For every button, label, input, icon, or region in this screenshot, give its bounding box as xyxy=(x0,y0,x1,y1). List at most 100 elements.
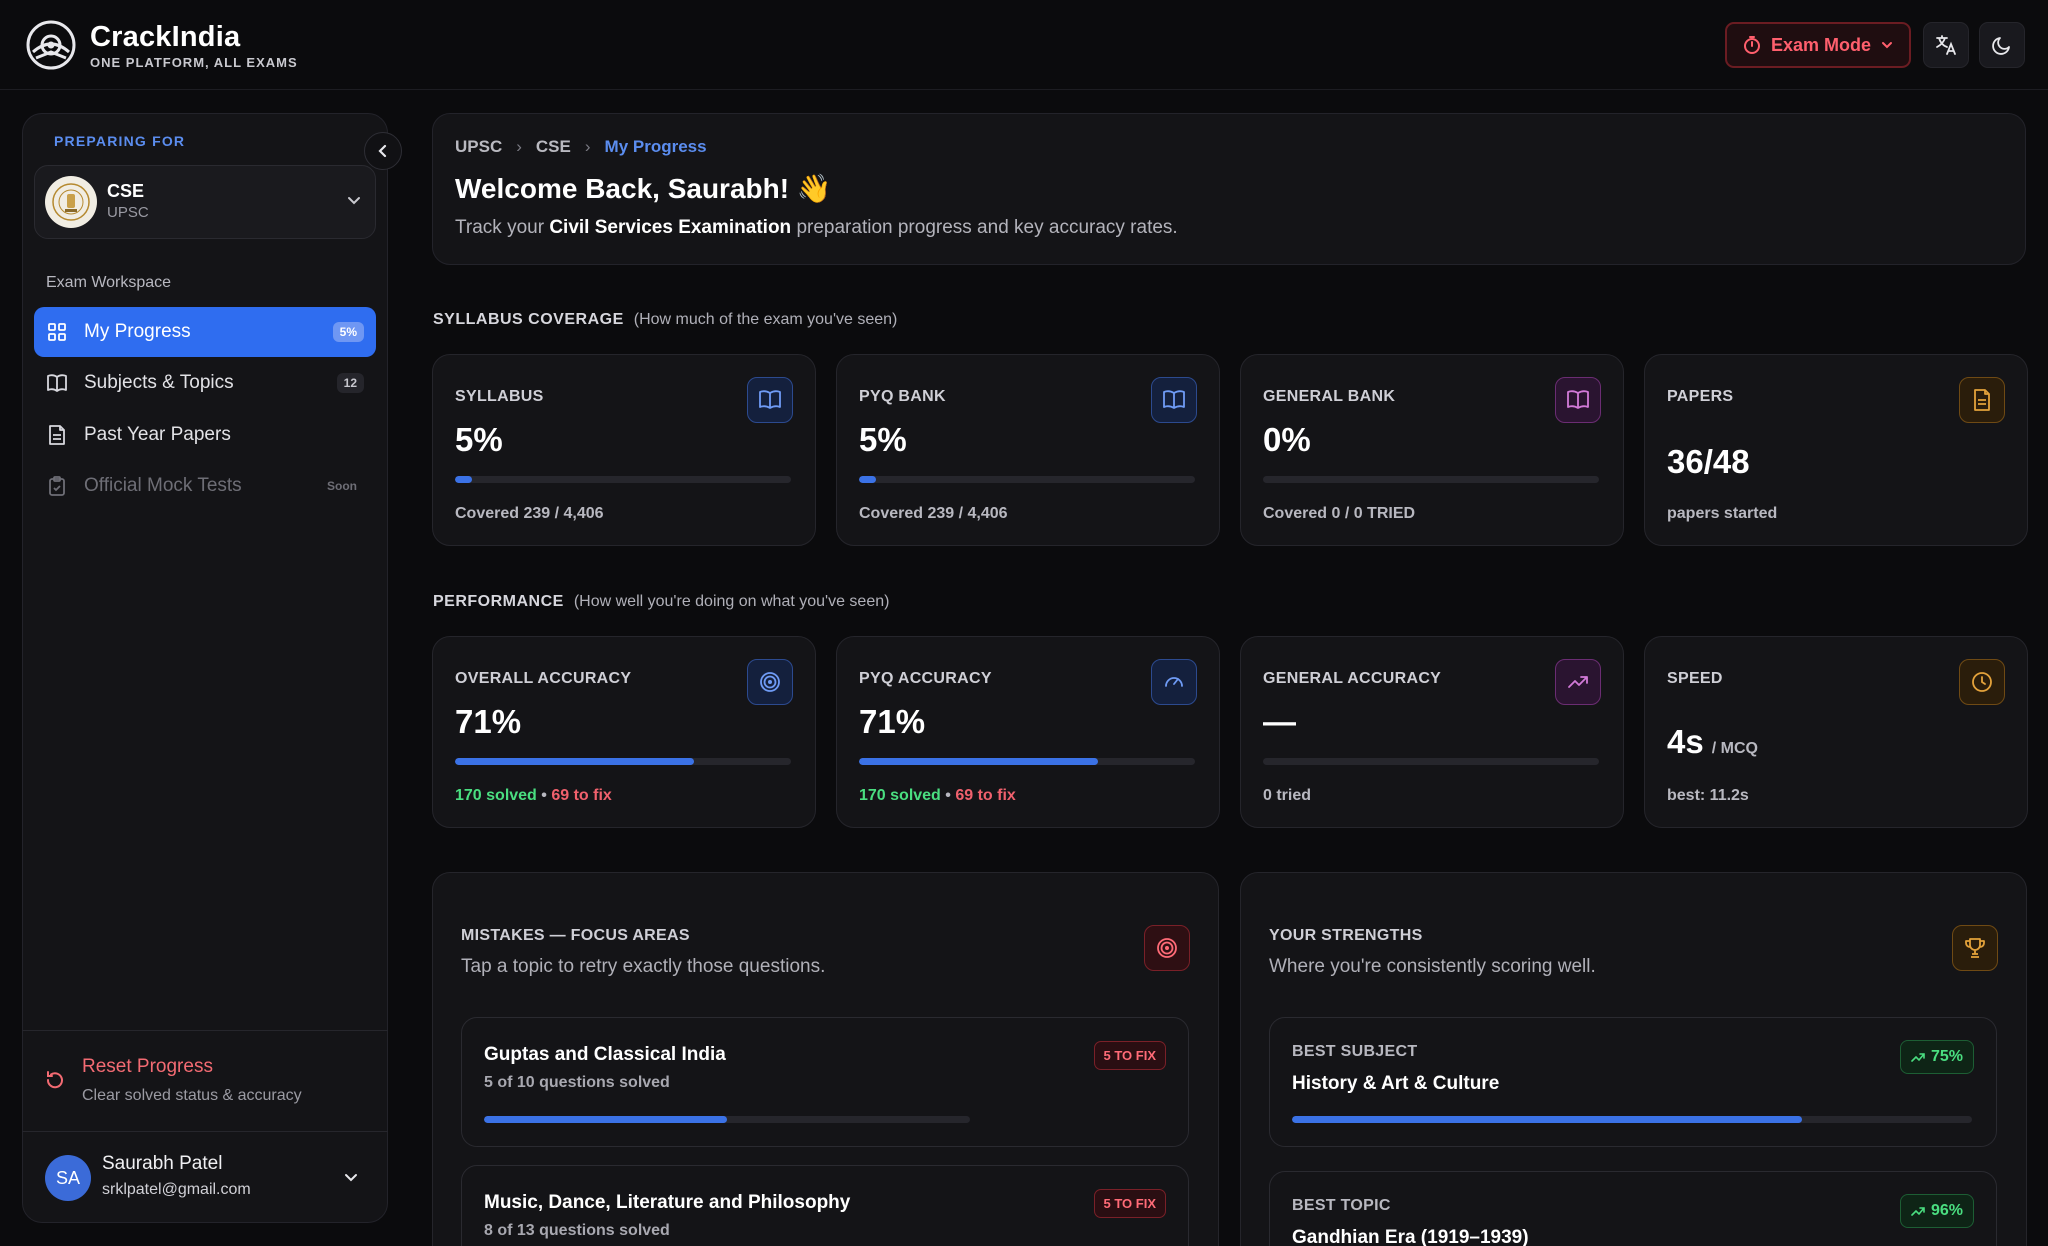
stat-value: 36/48 xyxy=(1667,443,1750,480)
stat-footnote: Covered 0 / 0 TRIED xyxy=(1263,505,1416,522)
translate-icon xyxy=(1936,35,1956,55)
chevron-right-icon: › xyxy=(516,137,522,156)
exam-mode-button[interactable]: Exam Mode xyxy=(1725,22,1911,68)
chevron-left-icon xyxy=(378,144,387,158)
stopwatch-icon xyxy=(1743,36,1760,54)
reset-icon xyxy=(46,1071,63,1089)
stat-footnote: best: 11.2s xyxy=(1667,787,1749,804)
syllabus-section-hint: (How much of the exam you've seen) xyxy=(633,311,898,328)
stat-value: 4s / MCQ xyxy=(1667,723,1758,760)
chevron-right-icon: › xyxy=(584,137,591,156)
best-label: BEST TOPIC xyxy=(1292,1197,1391,1214)
mistake-topic-card[interactable]: Music, Dance, Literature and Philosophy … xyxy=(461,1165,1189,1246)
sidebar-item-label: Official Mock Tests xyxy=(84,475,242,496)
stat-title: PYQ BANK xyxy=(859,388,946,405)
page-subtitle: Track your Civil Services Examination pr… xyxy=(455,217,1178,238)
syllabus-card[interactable]: SYLLABUS 5% Covered 239 / 4,406 xyxy=(432,354,816,546)
logo-mark-icon xyxy=(26,20,76,70)
panel-subtitle: Tap a topic to retry exactly those quest… xyxy=(461,956,826,977)
brand-logo[interactable]: CrackIndia ONE PLATFORM, ALL EXAMS xyxy=(24,18,298,72)
panel-subtitle: Where you're consistently scoring well. xyxy=(1269,956,1596,977)
panel-title: MISTAKES — FOCUS AREAS xyxy=(461,927,690,944)
speed-card[interactable]: SPEED 4s / MCQ best: 11.2s xyxy=(1644,636,2028,828)
progress-bar xyxy=(859,758,1195,765)
progress-bar xyxy=(455,758,791,765)
stat-title: SYLLABUS xyxy=(455,388,544,405)
topic-title: Music, Dance, Literature and Philosophy xyxy=(484,1192,851,1213)
reset-progress-button[interactable]: Reset Progress xyxy=(82,1056,213,1077)
progress-badge: 5% xyxy=(332,322,364,342)
exam-selector[interactable]: CSE UPSC xyxy=(34,165,376,239)
stat-value: 71% xyxy=(455,703,522,740)
mistake-topic-card[interactable]: Guptas and Classical India 5 of 10 quest… xyxy=(461,1017,1189,1147)
mistakes-panel: MISTAKES — FOCUS AREAS Tap a topic to re… xyxy=(432,872,1219,1246)
count-badge: 12 xyxy=(336,373,364,393)
panel-title: YOUR STRENGTHS xyxy=(1269,927,1423,944)
progress-bar xyxy=(1263,476,1599,483)
stat-value: 71% xyxy=(859,703,926,740)
book-open-icon xyxy=(1151,377,1197,423)
theme-toggle-button[interactable] xyxy=(1979,22,2025,68)
fix-count: 69 to fix xyxy=(551,787,612,804)
score-badge: 96% xyxy=(1899,1194,1974,1228)
target-icon xyxy=(1144,925,1190,971)
strengths-panel: YOUR STRENGTHS Where you're consistently… xyxy=(1240,872,2027,1246)
workspace-label: Exam Workspace xyxy=(46,274,172,291)
stat-title: PYQ ACCURACY xyxy=(859,670,992,687)
brand-name: CrackIndia xyxy=(90,20,241,53)
progress-bar xyxy=(1292,1116,1972,1123)
sidebar-item-label: Past Year Papers xyxy=(84,424,231,445)
best-topic-card[interactable]: BEST TOPIC Gandhian Era (1919–1939) 96% xyxy=(1269,1171,1997,1246)
sidebar-item-subjects-topics[interactable]: Subjects & Topics 12 xyxy=(34,358,376,408)
general-accuracy-card[interactable]: GENERAL ACCURACY — 0 tried xyxy=(1240,636,1624,828)
stat-unit: / MCQ xyxy=(1711,740,1758,757)
reset-progress-subtitle: Clear solved status & accuracy xyxy=(82,1087,302,1104)
sidebar-item-my-progress[interactable]: My Progress 5% xyxy=(34,307,376,357)
stat-title: PAPERS xyxy=(1667,388,1734,405)
stat-title: GENERAL BANK xyxy=(1263,388,1396,405)
best-label: BEST SUBJECT xyxy=(1292,1043,1418,1060)
overall-accuracy-card[interactable]: OVERALL ACCURACY 71% 170 solved • 69 to … xyxy=(432,636,816,828)
exam-name: CSE xyxy=(107,181,145,201)
exam-full-name: Civil Services Examination xyxy=(549,217,792,238)
clipboard-icon xyxy=(46,475,68,497)
breadcrumb-item[interactable]: CSE xyxy=(535,137,571,156)
clock-icon xyxy=(1959,659,2005,705)
gauge-icon xyxy=(1151,659,1197,705)
user-email: srklpatel@gmail.com xyxy=(102,1181,251,1198)
papers-card[interactable]: PAPERS 36/48 papers started xyxy=(1644,354,2028,546)
sidebar-item-official-mock-tests[interactable]: Official Mock Tests Soon xyxy=(34,461,376,511)
pyq-bank-card[interactable]: PYQ BANK 5% Covered 239 / 4,406 xyxy=(836,354,1220,546)
trophy-icon xyxy=(1952,925,1998,971)
sidebar xyxy=(22,113,388,1223)
exam-mode-label: Exam Mode xyxy=(1770,34,1872,55)
sidebar-collapse-button[interactable] xyxy=(364,132,402,170)
best-subject-card[interactable]: BEST SUBJECT History & Art & Culture 75% xyxy=(1269,1017,1997,1147)
to-fix-badge: 5 TO FIX xyxy=(1093,1041,1166,1070)
trending-up-icon xyxy=(1911,1207,1925,1216)
to-fix-badge: 5 TO FIX xyxy=(1093,1189,1166,1218)
stat-footnote: 170 solved • 69 to fix xyxy=(455,787,612,804)
language-button[interactable] xyxy=(1923,22,1969,68)
page-title: Welcome Back, Saurabh! 👋 xyxy=(455,173,832,204)
avatar[interactable]: SA xyxy=(45,1155,91,1201)
book-open-icon xyxy=(46,372,68,394)
performance-section-hint: (How well you're doing on what you've se… xyxy=(573,593,890,610)
performance-section-title: PERFORMANCE (How well you're doing on wha… xyxy=(433,593,890,610)
general-bank-card[interactable]: GENERAL BANK 0% Covered 0 / 0 TRIED xyxy=(1240,354,1624,546)
sidebar-divider xyxy=(22,1131,388,1132)
stat-footnote: papers started xyxy=(1667,505,1778,522)
pyq-accuracy-card[interactable]: PYQ ACCURACY 71% 170 solved • 69 to fix xyxy=(836,636,1220,828)
document-icon xyxy=(46,424,68,446)
stat-footnote: Covered 239 / 4,406 xyxy=(859,505,1008,522)
stat-value: 0% xyxy=(1263,421,1311,458)
book-open-icon xyxy=(747,377,793,423)
stat-footnote: Covered 239 / 4,406 xyxy=(455,505,604,522)
stat-title: OVERALL ACCURACY xyxy=(455,670,632,687)
sidebar-item-past-year-papers[interactable]: Past Year Papers xyxy=(34,410,376,460)
breadcrumb-item[interactable]: UPSC xyxy=(455,137,503,156)
stat-footnote: 170 solved • 69 to fix xyxy=(859,787,1016,804)
stat-title: SPEED xyxy=(1667,670,1723,687)
chevron-down-icon[interactable] xyxy=(342,1168,360,1186)
sidebar-item-label: My Progress xyxy=(84,321,191,342)
